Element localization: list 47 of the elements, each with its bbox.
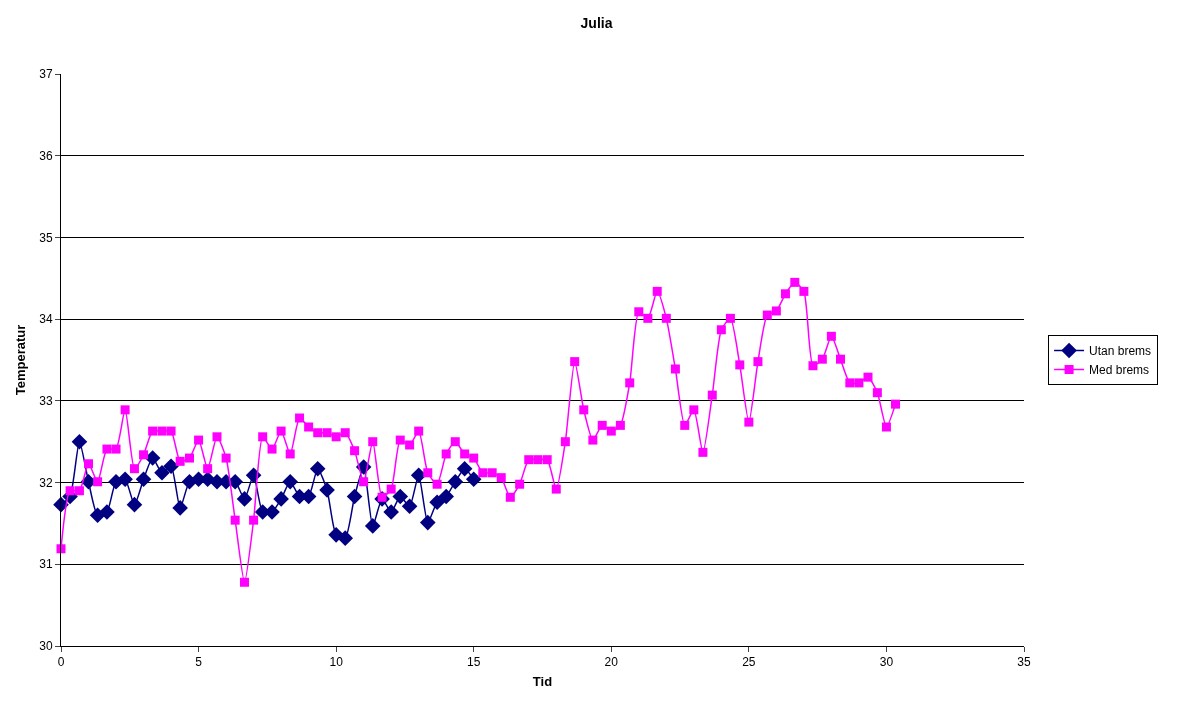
point <box>154 464 170 481</box>
chart-title: Julia <box>580 14 613 31</box>
point <box>346 488 363 505</box>
point <box>337 530 354 546</box>
y-tick-label: 31 <box>39 557 53 572</box>
legend-label: Med brems <box>1089 363 1150 378</box>
point <box>99 504 115 520</box>
x-tick-label: 20 <box>604 655 619 670</box>
y-tick-label: 32 <box>39 475 53 490</box>
point <box>447 473 464 490</box>
point <box>172 500 188 516</box>
point <box>309 460 326 477</box>
y-tick-label: 30 <box>39 639 53 654</box>
y-tick-label: 37 <box>39 67 53 82</box>
y-tick-label: 34 <box>39 312 53 327</box>
point <box>273 491 289 507</box>
point <box>282 473 298 490</box>
point <box>465 471 482 488</box>
point <box>163 458 179 475</box>
point <box>71 433 88 450</box>
point <box>319 482 335 498</box>
y-tick-label: 33 <box>39 394 53 409</box>
point <box>419 514 436 531</box>
point <box>392 488 409 505</box>
y-axis-title: Temperatur <box>13 324 29 396</box>
point <box>236 491 253 507</box>
point <box>144 450 161 466</box>
point <box>364 518 381 534</box>
y-tick-label: 35 <box>39 230 53 245</box>
point <box>429 494 445 510</box>
y-tick-label: 36 <box>39 148 53 163</box>
x-tick-label: 30 <box>879 655 894 670</box>
legend-label: Utan brems <box>1089 344 1152 359</box>
point <box>383 504 399 520</box>
x-tick-label: 35 <box>1017 655 1031 670</box>
x-tick-label: 5 <box>195 655 203 670</box>
x-tick-label: 0 <box>57 655 65 670</box>
point <box>456 460 473 477</box>
x-tick-label: 15 <box>467 655 481 670</box>
x-tick-label: 10 <box>329 655 344 670</box>
point <box>401 498 418 515</box>
x-axis-title: Tid <box>532 674 553 689</box>
point <box>117 471 133 488</box>
x-tick-label: 25 <box>742 655 756 670</box>
point <box>135 471 152 488</box>
point <box>438 488 454 505</box>
point <box>126 496 143 513</box>
